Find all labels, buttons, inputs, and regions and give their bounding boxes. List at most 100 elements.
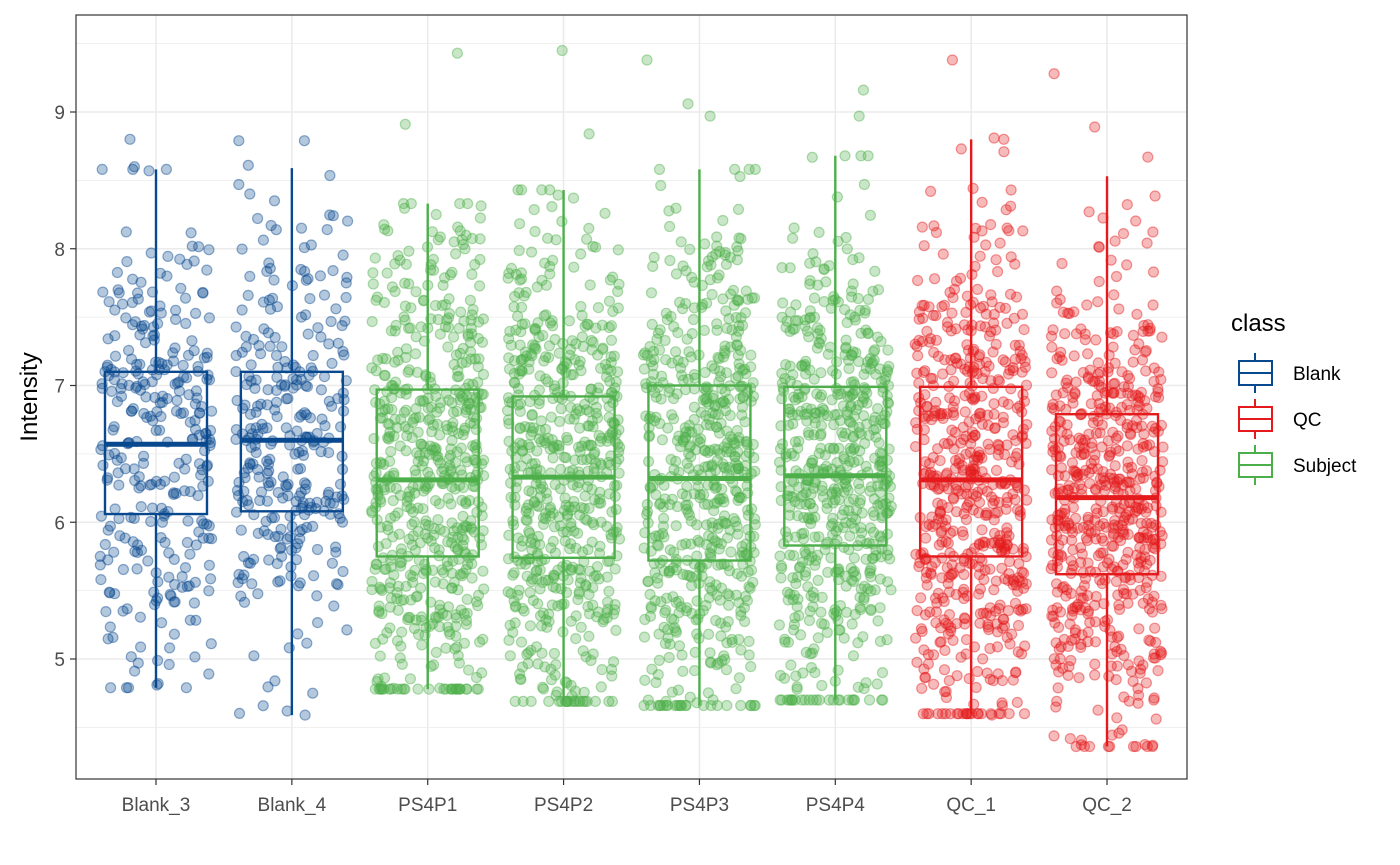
data-point — [558, 451, 570, 463]
data-point — [707, 390, 719, 402]
data-point — [523, 363, 535, 375]
data-point — [516, 439, 528, 451]
data-point — [395, 640, 407, 652]
data-point — [405, 302, 417, 314]
data-point — [430, 612, 442, 624]
data-point — [805, 590, 817, 602]
data-point — [238, 569, 250, 581]
data-point — [939, 354, 951, 366]
data-point — [1141, 237, 1153, 249]
data-point — [145, 515, 157, 528]
data-point — [553, 440, 565, 452]
data-point — [534, 564, 546, 576]
data-point — [535, 436, 547, 448]
data-point — [201, 264, 213, 276]
data-point — [791, 600, 803, 613]
data-point — [508, 595, 520, 607]
data-point — [653, 344, 666, 356]
data-point — [415, 438, 427, 450]
data-point — [144, 479, 156, 491]
data-point — [987, 674, 1000, 687]
data-point — [809, 666, 821, 679]
data-point — [567, 479, 579, 491]
data-point — [400, 404, 412, 416]
data-point — [985, 289, 997, 301]
data-point — [522, 499, 535, 511]
data-point — [930, 226, 943, 239]
data-point — [508, 301, 520, 313]
data-point — [706, 360, 718, 372]
data-point — [528, 496, 540, 509]
data-point — [670, 202, 682, 214]
data-point — [198, 352, 210, 364]
data-point — [389, 510, 401, 522]
data-point — [987, 317, 1000, 329]
data-point — [569, 354, 581, 366]
data-point — [807, 601, 819, 613]
data-point — [156, 396, 168, 408]
data-point — [702, 446, 714, 458]
data-point — [477, 313, 489, 325]
data-point — [447, 417, 459, 429]
data-point — [417, 503, 429, 515]
data-point — [472, 332, 484, 345]
data-point — [512, 389, 525, 401]
data-point — [534, 491, 547, 503]
data-point — [710, 579, 722, 591]
data-point — [134, 611, 146, 623]
data-point — [415, 611, 428, 623]
data-point — [723, 313, 735, 325]
data-point — [748, 292, 761, 304]
data-point — [123, 379, 135, 391]
data-point — [679, 431, 691, 443]
data-point — [647, 368, 660, 380]
data-point — [570, 408, 582, 420]
data-point — [176, 581, 188, 593]
data-point — [846, 350, 858, 362]
data-point — [644, 588, 656, 601]
data-point — [287, 373, 299, 385]
data-point — [539, 513, 552, 525]
data-point — [470, 671, 483, 684]
data-point — [425, 401, 438, 413]
data-point — [424, 440, 436, 452]
data-point — [595, 681, 607, 693]
data-point — [585, 383, 597, 395]
data-point — [550, 658, 562, 671]
data-point — [657, 512, 670, 525]
data-point — [453, 657, 465, 669]
data-point — [382, 524, 394, 536]
data-point — [409, 564, 421, 576]
data-point — [261, 495, 273, 507]
data-point — [667, 413, 680, 425]
data-point — [862, 583, 874, 595]
data-point — [734, 362, 746, 374]
data-point — [305, 239, 317, 251]
data-point — [656, 527, 669, 540]
data-point — [721, 425, 733, 437]
data-point — [692, 464, 705, 476]
data-point — [733, 596, 745, 609]
data-point — [327, 210, 339, 222]
data-point — [422, 466, 434, 478]
data-point — [516, 365, 528, 377]
data-point — [700, 297, 713, 309]
data-point — [1136, 455, 1148, 467]
data-point — [1069, 627, 1082, 639]
data-point — [801, 408, 813, 420]
data-point — [418, 455, 430, 467]
data-point — [442, 341, 454, 353]
data-point — [404, 611, 416, 624]
data-point — [565, 679, 577, 692]
data-point — [860, 677, 872, 689]
data-point — [1004, 638, 1016, 650]
data-point — [117, 605, 129, 617]
data-point — [784, 549, 796, 561]
data-point — [713, 353, 725, 365]
data-point — [1142, 151, 1154, 163]
data-point — [974, 411, 986, 423]
data-point — [709, 399, 721, 411]
data-point — [436, 299, 448, 312]
data-point — [646, 663, 658, 675]
data-point — [1017, 582, 1030, 594]
